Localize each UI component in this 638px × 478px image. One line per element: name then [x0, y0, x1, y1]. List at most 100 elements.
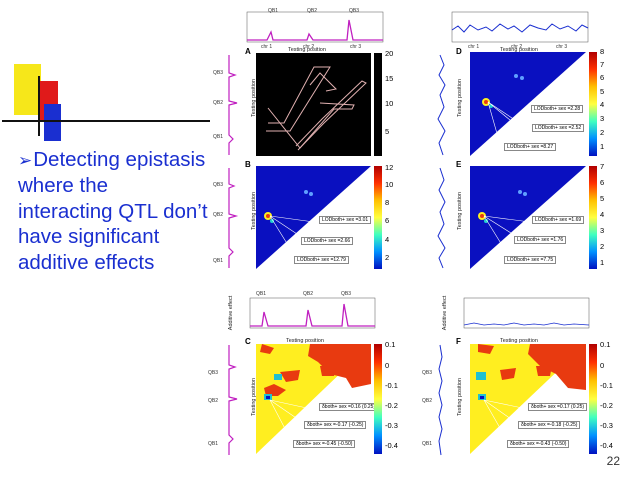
top-left-chr1: chr 1	[261, 44, 273, 50]
panel-e-cb-tick-1: 6	[600, 178, 605, 187]
top-right-chr1: chr 1	[468, 44, 480, 50]
panel-f-cb-tick-4: -0.3	[600, 421, 613, 430]
panel-a-heatmap	[256, 53, 371, 156]
panel-d-lod-2: LODboth+ sex =2.52	[532, 124, 585, 132]
panel-b-cb-tick-3: 6	[385, 216, 390, 225]
page-number: 22	[606, 454, 620, 468]
panel-b-qtl1: QB1	[213, 258, 224, 264]
panel-d-lod-1: LODboth+ sex =2.28	[531, 105, 584, 113]
bullet-arrow-icon: ➢	[18, 151, 33, 170]
top-left-xlabel: Testing position	[288, 47, 326, 53]
panel-c-qtl3: QB3	[208, 370, 219, 376]
panel-b-qtl3: QB3	[213, 182, 224, 188]
panel-c-side-track	[228, 345, 238, 455]
top-left-chr3: chr 3	[350, 44, 362, 50]
panel-a-side-track	[228, 55, 238, 155]
panel-f-colorbar	[589, 344, 597, 454]
panel-d-side-track	[437, 54, 446, 156]
panel-c-cb-tick-1: 0	[385, 361, 390, 370]
panel-e-cb-tick-5: 2	[600, 242, 605, 251]
top-right-xlabel: Testing position	[500, 47, 538, 53]
panel-f-cb-tick-5: -0.4	[600, 441, 613, 450]
additive-left-qtl2: QB2	[303, 291, 314, 297]
panel-b-lod-3: LODboth+ sex =12.79	[294, 256, 349, 264]
panel-c-cb-tick-4: -0.3	[385, 421, 398, 430]
top-left-chr2: chr 2	[303, 44, 315, 50]
panel-f-effect-1: δboth+ sex =0.17 (0.25)	[528, 403, 588, 411]
panel-e-ylabel: Testing position	[456, 192, 463, 230]
decor-yellow-square	[14, 64, 41, 115]
panel-d-cb-tick-0: 8	[600, 47, 605, 56]
panel-a-cb-tick-10: 10	[385, 99, 394, 108]
panel-c-effect-1: δboth+ sex =0.16 (0.25)	[319, 403, 379, 411]
panel-e-colorbar	[589, 166, 597, 269]
panel-label-e: E	[456, 160, 462, 169]
panel-label-b: B	[245, 160, 251, 169]
panel-d-cb-tick-5: 3	[600, 114, 605, 123]
additive-right-ylabel: Additive effect	[442, 295, 449, 331]
decor-black-vline	[38, 76, 40, 136]
panel-f-effect-2: δboth+ sex =-0.18 (-0.25)	[518, 421, 581, 429]
top-right-chr2: chr 2	[511, 44, 523, 50]
panel-f-qtl3: QB3	[422, 370, 433, 376]
additive-left-ylabel: Additive effect	[228, 295, 235, 331]
panel-c-cb-tick-3: -0.2	[385, 401, 398, 410]
panel-e-cb-tick-6: 1	[600, 258, 605, 267]
bullet-point: ➢Detecting epistasis where the interacti…	[18, 147, 208, 275]
panel-a-ylabel: Testing position	[250, 79, 257, 117]
panel-b-ylabel: Testing position	[250, 192, 257, 230]
panel-f-effect-3: δboth+ sex =-0.43 (-0.50)	[507, 440, 570, 448]
panel-f-cb-tick-0: 0.1	[600, 340, 611, 349]
panel-b-cb-tick-0: 12	[385, 163, 394, 172]
panel-e-lod-3: LODboth+ sex =7.75	[504, 256, 557, 264]
panel-e-cb-tick-2: 5	[600, 194, 605, 203]
top-lod-track-right	[451, 11, 589, 43]
panel-c-effect-3: δboth+ sex =-0.45 (-0.50)	[293, 440, 356, 448]
bullet-text: Detecting epistasis where the interactin…	[18, 148, 208, 274]
additive-track-right	[463, 297, 590, 329]
panel-c-colorbar	[374, 344, 382, 454]
panel-a-cb-tick-5: 5	[385, 127, 390, 136]
additive-left-qtl1: QB1	[256, 291, 267, 297]
panel-b-colorbar	[374, 166, 382, 269]
panel-e-side-track	[437, 167, 446, 269]
panel-e-cb-tick-3: 4	[600, 210, 605, 219]
panel-f-cb-tick-1: 0	[600, 361, 605, 370]
panel-f-qtl1: QB1	[422, 441, 433, 447]
panel-a-cb-tick-20: 20	[385, 49, 394, 58]
panel-c-effect-2: δboth+ sex =-0.17 (-0.25)	[304, 421, 367, 429]
panel-label-c: C	[245, 337, 251, 346]
panel-f-cb-tick-2: -0.1	[600, 381, 613, 390]
panel-d-cb-tick-4: 4	[600, 100, 605, 109]
panel-c-ylabel: Testing position	[250, 378, 257, 416]
top-right-chr3: chr 3	[556, 44, 568, 50]
additive-left-qtl3: QB3	[341, 291, 352, 297]
panel-d-lod-3: LODboth+ sex =8.27	[504, 143, 557, 151]
additive-track-left	[249, 297, 376, 329]
panel-d-heatmap	[470, 52, 586, 156]
panel-e-cb-tick-0: 7	[600, 162, 605, 171]
panel-d-ylabel: Testing position	[456, 79, 463, 117]
top-left-qtl1: QB1	[268, 8, 279, 14]
panel-b-cb-tick-2: 8	[385, 198, 390, 207]
panel-label-f: F	[456, 337, 461, 346]
panel-a-qtl2: QB2	[213, 100, 224, 106]
panel-f-side-track	[438, 344, 443, 456]
panel-b-lod-1: LODboth+ sex =3.01	[319, 216, 372, 224]
panel-e-lod-2: LODboth+ sex =1.76	[514, 236, 567, 244]
decor-black-hline	[2, 120, 210, 122]
panel-d-cb-tick-7: 1	[600, 142, 605, 151]
additive-left-xlabel: Testing position	[286, 338, 324, 344]
panel-d-colorbar	[589, 52, 597, 156]
panel-e-cb-tick-4: 3	[600, 226, 605, 235]
panel-a-qtl3: QB3	[213, 70, 224, 76]
decor-blue-square	[44, 104, 61, 141]
panel-b-cb-tick-5: 2	[385, 253, 390, 262]
panel-c-cb-tick-0: 0.1	[385, 340, 396, 349]
panel-c-heatmap	[256, 344, 371, 454]
panel-b-cb-tick-4: 4	[385, 235, 390, 244]
panel-e-lod-1: LODboth+ sex =1.69	[532, 216, 585, 224]
panel-f-cb-tick-3: -0.2	[600, 401, 613, 410]
panel-b-lod-2: LODboth+ sex =2.66	[301, 237, 354, 245]
panel-a-cb-tick-15: 15	[385, 74, 394, 83]
